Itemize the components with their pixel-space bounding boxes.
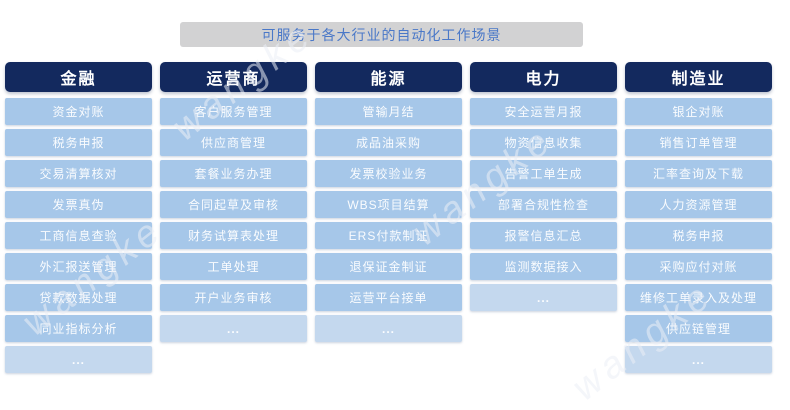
industry-column: 制造业 银企对账销售订单管理 汇率查询及下载 人力资源管理 税务申报采购应付对账 维修工… <box>625 62 772 377</box>
scenario-item: 客户服务管理 <box>160 98 307 125</box>
scenario-item: ERS付款制证 <box>315 222 462 249</box>
scenario-item: WBS项目结算 <box>315 191 462 218</box>
scenario-item: 采购应付对账 <box>625 253 772 280</box>
more-item: ... <box>470 284 617 311</box>
scenario-item: 人力资源管理 <box>625 191 772 218</box>
scenario-item: 供应链管理 <box>625 315 772 342</box>
scenario-item: 贷款数据处理 <box>5 284 152 311</box>
scenario-item: 汇率查询及下载 <box>625 160 772 187</box>
scenario-item: 财务试算表处理 <box>160 222 307 249</box>
column-header: 能源 <box>315 62 462 92</box>
page-title: 可服务于各大行业的自动化工作场景 <box>180 22 583 47</box>
scenario-item: 套餐业务办理 <box>160 160 307 187</box>
more-item: ... <box>625 346 772 373</box>
scenario-item: 物资信息收集 <box>470 129 617 156</box>
scenario-item: 开户业务审核 <box>160 284 307 311</box>
scenario-item: 税务申报 <box>625 222 772 249</box>
industry-column: 电力 安全运营月报 物资信息收集 告警工单生成 部署合规性检查 报警信息汇总 监测数据接入… <box>470 62 617 377</box>
scenario-item: 报警信息汇总 <box>470 222 617 249</box>
scenario-item: 合同起草及审核 <box>160 191 307 218</box>
more-item: ... <box>160 315 307 342</box>
scenario-item: 同业指标分析 <box>5 315 152 342</box>
scenario-item: 资金对账 <box>5 98 152 125</box>
scenario-item: 运营平台接单 <box>315 284 462 311</box>
industry-column: 金融 资金对账税务申报交易清算核对 发票真伪工商信息查验 外汇报送管理 贷款数据处理同… <box>5 62 152 377</box>
scenario-item: 税务申报 <box>5 129 152 156</box>
scenario-item: 供应商管理 <box>160 129 307 156</box>
column-header: 制造业 <box>625 62 772 92</box>
column-items: 资金对账税务申报交易清算核对 发票真伪工商信息查验 外汇报送管理 贷款数据处理 同业指标… <box>5 98 152 377</box>
column-header: 电力 <box>470 62 617 92</box>
scenario-item: 外汇报送管理 <box>5 253 152 280</box>
scenario-item: 监测数据接入 <box>470 253 617 280</box>
scenario-item: 发票真伪 <box>5 191 152 218</box>
column-header: 金融 <box>5 62 152 92</box>
more-item: ... <box>5 346 152 373</box>
scenario-item: 部署合规性检查 <box>470 191 617 218</box>
more-item: ... <box>315 315 462 342</box>
scenario-item: 安全运营月报 <box>470 98 617 125</box>
scenario-item: 工商信息查验 <box>5 222 152 249</box>
industry-column: 能源 管输月结成品油采购发票校验业务 WBS项目结算 ERS付款制证 退保证金制证 运营… <box>315 62 462 377</box>
scenario-item: 银企对账 <box>625 98 772 125</box>
scenario-item: 管输月结 <box>315 98 462 125</box>
column-items: 管输月结成品油采购发票校验业务 WBS项目结算 ERS付款制证 退保证金制证 运营平台接… <box>315 98 462 346</box>
column-items: 银企对账销售订单管理 汇率查询及下载 人力资源管理 税务申报采购应付对账 维修工单录入及… <box>625 98 772 377</box>
column-items: 客户服务管理 供应商管理套餐业务办理 合同起草及审核 财务试算表处理 工单处理开户业务审… <box>160 98 307 346</box>
scenario-item: 成品油采购 <box>315 129 462 156</box>
scenario-item: 退保证金制证 <box>315 253 462 280</box>
scenario-item: 工单处理 <box>160 253 307 280</box>
column-header: 运营商 <box>160 62 307 92</box>
column-items: 安全运营月报 物资信息收集 告警工单生成 部署合规性检查 报警信息汇总 监测数据接入... <box>470 98 617 315</box>
columns: 金融 资金对账 税务申报 交易清算核对 发票真伪 工商信息查验 外汇报送管理 贷款数据处理同… <box>5 62 772 377</box>
industry-column: 运营商 客户服务管理 供应商管理套餐业务办理 合同起草及审核 财务试算表处理 工单处理开… <box>160 62 307 377</box>
scenario-item: 发票校验业务 <box>315 160 462 187</box>
scenario-item: 维修工单录入及处理 <box>625 284 772 311</box>
scenario-item: 销售订单管理 <box>625 129 772 156</box>
scenario-item: 交易清算核对 <box>5 160 152 187</box>
scenario-item: 告警工单生成 <box>470 160 617 187</box>
